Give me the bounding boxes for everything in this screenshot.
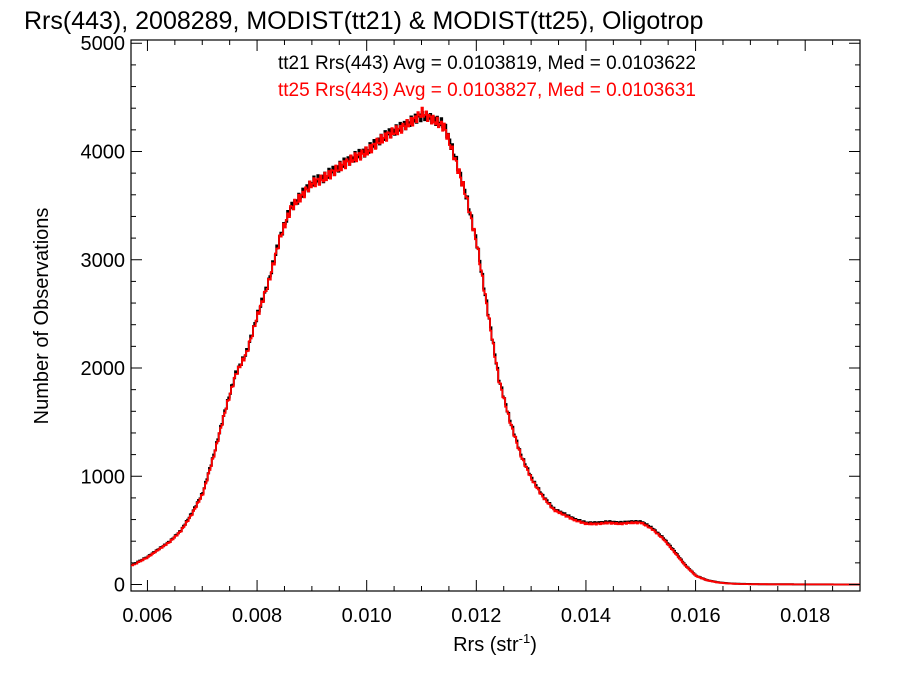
- annotation-tt25: tt25 Rrs(443) Avg = 0.0103827, Med = 0.0…: [278, 80, 696, 101]
- x-axis-label-sup: -1: [519, 631, 531, 646]
- x-tick-label: 0.008: [232, 605, 282, 627]
- plot-area: 0.006 0.008 0.010 0.012 0.014 0.016 0.018 0 1000…: [81, 33, 861, 627]
- series-line-tt25: [131, 106, 860, 586]
- y-axis-label: Number of Observations: [31, 208, 53, 425]
- y-tick-label: 3000: [81, 250, 126, 272]
- annotation-tt21: tt21 Rrs(443) Avg = 0.0103819, Med = 0.0…: [278, 53, 696, 74]
- x-tick-label: 0.018: [780, 605, 830, 627]
- y-tick-label: 5000: [81, 33, 126, 55]
- y-tick-label: 2000: [81, 358, 126, 380]
- chart-title: Rrs(443), 2008289, MODIST(tt21) & MODIST…: [24, 7, 703, 35]
- plot-frame: [130, 39, 861, 592]
- x-tick-label: 0.006: [122, 605, 172, 627]
- x-tick-label: 0.012: [451, 605, 501, 627]
- x-tick-label: 0.014: [561, 605, 611, 627]
- series-layer: [131, 106, 860, 586]
- x-tick-label: 0.010: [342, 605, 392, 627]
- y-tick-label: 0: [114, 575, 125, 597]
- x-axis-label: Rrs (str-1): [453, 631, 537, 656]
- series-line-tt21: [131, 111, 860, 586]
- tick-layer: 0.006 0.008 0.010 0.012 0.014 0.016 0.018 0 1000…: [81, 33, 861, 627]
- x-axis-label-main: Rrs (str: [453, 634, 519, 656]
- x-axis-label-end: ): [530, 634, 537, 656]
- y-tick-label: 4000: [81, 141, 126, 163]
- x-tick-label: 0.016: [671, 605, 721, 627]
- y-tick-label: 1000: [81, 466, 126, 488]
